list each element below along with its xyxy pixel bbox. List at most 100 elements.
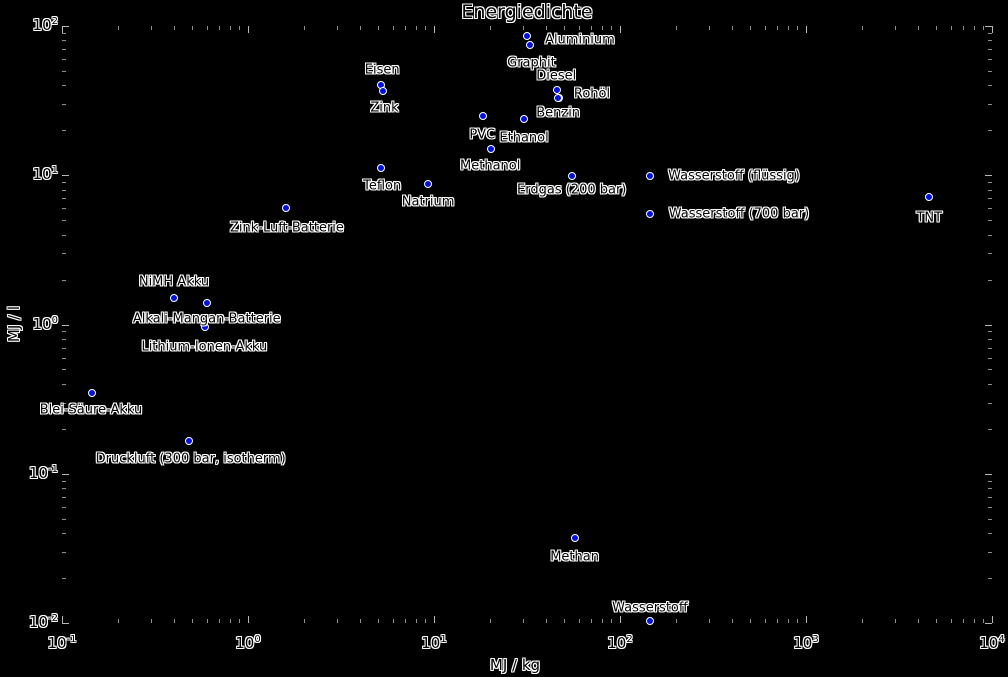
y-tick-minor: [988, 533, 992, 534]
y-tick-minor: [62, 49, 66, 50]
data-point-dot: [553, 85, 562, 94]
y-tick-minor: [62, 578, 66, 579]
y-tick-minor: [62, 130, 66, 131]
y-tick-minor: [988, 384, 992, 385]
x-tick-minor: [797, 619, 798, 623]
y-tick-minor: [988, 331, 992, 332]
x-tick-minor: [936, 619, 937, 623]
x-tick-minor: [425, 619, 426, 623]
data-point-dot: [567, 171, 576, 180]
x-tick-minor: [174, 619, 175, 623]
x-tick-minor: [118, 619, 119, 623]
x-tick-minor: [611, 619, 612, 623]
x-tick-minor: [304, 619, 305, 623]
y-tick-minor: [62, 220, 66, 221]
data-point-label: PVC: [469, 127, 496, 143]
y-tick-minor: [62, 369, 66, 370]
data-point-label: Aluminium: [545, 32, 615, 48]
x-tick-minor: [974, 26, 975, 30]
y-tick-minor: [62, 235, 66, 236]
x-tick-minor: [490, 26, 491, 30]
y-tick-label-10e1: 101: [32, 165, 58, 184]
x-tick-minor: [797, 26, 798, 30]
x-tick-minor: [732, 619, 733, 623]
data-point-dot: [646, 171, 654, 180]
x-tick-minor: [393, 26, 394, 30]
x-tick-minor: [591, 26, 592, 30]
y-tick-major: [62, 325, 69, 326]
y-tick-minor: [988, 578, 992, 579]
data-point-dot: [526, 41, 535, 50]
x-tick-minor: [192, 26, 193, 30]
y-tick-minor: [988, 220, 992, 221]
x-tick-label-10e1: 101: [421, 634, 447, 652]
data-point-label: TNT: [916, 210, 943, 226]
data-point-label: Benzin: [536, 105, 581, 121]
y-tick-minor: [62, 198, 66, 199]
x-tick-minor: [378, 26, 379, 30]
x-tick-label-10e0: 100: [235, 634, 261, 652]
x-tick-minor: [918, 619, 919, 623]
x-tick-minor: [788, 619, 789, 623]
x-tick-minor: [788, 26, 789, 30]
data-point-dot: [184, 437, 193, 446]
x-tick-minor: [579, 26, 580, 30]
x-tick-minor: [676, 619, 677, 623]
x-tick-major: [806, 26, 807, 33]
y-tick-minor: [988, 198, 992, 199]
x-tick-minor: [951, 619, 952, 623]
x-tick-minor: [239, 619, 240, 623]
y-tick-minor: [988, 49, 992, 50]
y-tick-major: [62, 26, 69, 27]
x-tick-minor: [602, 26, 603, 30]
y-axis-label: MJ / l: [5, 305, 23, 343]
x-tick-minor: [963, 619, 964, 623]
y-tick-minor: [988, 235, 992, 236]
data-point-dot: [646, 210, 654, 218]
x-tick-minor: [963, 26, 964, 30]
data-point-dot: [281, 204, 290, 213]
y-tick-minor: [988, 552, 992, 553]
x-tick-minor: [862, 619, 863, 623]
y-tick-minor: [62, 331, 66, 332]
x-tick-minor: [564, 619, 565, 623]
x-tick-minor: [219, 619, 220, 623]
x-tick-minor: [974, 619, 975, 623]
y-tick-minor: [62, 190, 66, 191]
y-tick-minor: [62, 253, 66, 254]
y-tick-minor: [988, 369, 992, 370]
x-tick-minor: [378, 619, 379, 623]
data-point-dot: [646, 617, 654, 626]
data-point-dot: [570, 534, 579, 543]
y-tick-major: [985, 26, 992, 27]
y-tick-major: [62, 474, 69, 475]
x-tick-label-10e-1: 10-1: [47, 634, 77, 652]
x-tick-minor: [230, 619, 231, 623]
data-point-label: Wasserstoff: [612, 600, 688, 616]
data-point-dot: [487, 144, 496, 153]
y-tick-minor: [988, 358, 992, 359]
data-point-label: Wasserstoff (700 bar): [668, 206, 810, 222]
x-tick-minor: [416, 26, 417, 30]
y-tick-minor: [988, 33, 992, 34]
y-tick-minor: [62, 182, 66, 183]
x-tick-minor: [523, 26, 524, 30]
y-tick-minor: [62, 71, 66, 72]
y-tick-minor: [988, 497, 992, 498]
y-tick-major: [985, 474, 992, 475]
x-tick-minor: [983, 619, 984, 623]
x-tick-minor: [416, 619, 417, 623]
y-tick-minor: [988, 182, 992, 183]
x-tick-minor: [777, 619, 778, 623]
x-tick-minor: [676, 26, 677, 30]
x-tick-minor: [709, 26, 710, 30]
x-tick-minor: [219, 26, 220, 30]
x-tick-minor: [207, 619, 208, 623]
x-tick-minor: [393, 619, 394, 623]
y-tick-major: [62, 175, 69, 176]
x-tick-minor: [337, 26, 338, 30]
data-point-dot: [88, 388, 96, 397]
data-point-dot: [522, 32, 531, 41]
x-tick-major: [434, 616, 435, 623]
